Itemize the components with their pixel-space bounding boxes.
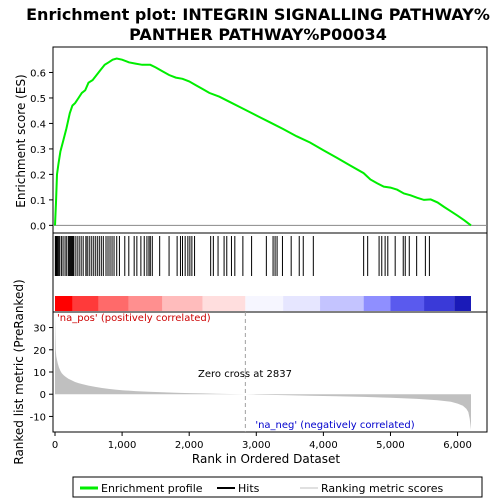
heat-bar-segment: [162, 296, 203, 311]
x-axis: 0 1,000 2,000 3,000 4,000 5,000 6,000: [52, 432, 472, 451]
heat-bar-segment: [320, 296, 364, 311]
metric-y-tick-label: 0: [40, 390, 46, 401]
legend-metric-label: Ranking metric scores: [321, 482, 443, 495]
y-axis-label-metric: Ranked list metric (PreRanked): [12, 279, 26, 464]
chart-title-line2: PANTHER PATHWAY%P00034: [129, 25, 387, 44]
metric-y-tick-label: 20: [33, 346, 46, 357]
es-panel: [52, 46, 488, 234]
pos-correlated-label: 'na_pos' (positively correlated): [57, 313, 211, 324]
x-tick-label: 6,000: [443, 440, 472, 451]
legend-box: [72, 476, 483, 498]
metric-y-tick-label: 30: [33, 324, 46, 335]
heat-bar-segment: [98, 296, 129, 311]
x-tick-label: 4,000: [309, 440, 338, 451]
heat-bar-segment: [454, 296, 471, 311]
es-y-tick-label: 0.4: [30, 119, 46, 130]
chart-title-line1: Enrichment plot: INTEGRIN SIGNALLING PAT…: [26, 5, 490, 24]
es-y-tick-label: 0.5: [30, 94, 46, 105]
y-axis-label-es: Enrichment score (ES): [14, 74, 28, 207]
es-y-tick-label: 0.6: [30, 68, 46, 79]
heat-bar-segment: [245, 296, 284, 311]
x-tick-label: 1,000: [108, 440, 137, 451]
x-tick-label: 3,000: [242, 440, 271, 451]
heat-bar-segment: [202, 296, 246, 311]
neg-correlated-label: 'na_neg' (negatively correlated): [255, 420, 414, 431]
es-y-tick-label: 0.3: [30, 145, 46, 156]
heat-bar-segment: [424, 296, 455, 311]
heat-bar-segment: [128, 296, 163, 311]
heat-bar-segment: [363, 296, 391, 311]
metric-panel: [52, 311, 488, 433]
heat-bar-segment: [55, 296, 73, 311]
x-tick-label: 0: [52, 440, 58, 451]
heat-bar-segment: [390, 296, 425, 311]
enrichment-profile-line: [54, 57, 472, 227]
legend-enrichment-label: Enrichment profile: [101, 482, 203, 495]
legend-hits-label: Hits: [238, 482, 260, 495]
metric-y-tick-label: -10: [30, 412, 46, 423]
hits-markers: [54, 236, 430, 276]
x-tick-label: 2,000: [175, 440, 204, 451]
x-axis-label: Rank in Ordered Dataset: [192, 452, 340, 466]
ranking-heat-bar: [55, 296, 471, 311]
metric-y-tick-label: 10: [33, 368, 46, 379]
x-tick-label: 5,000: [376, 440, 405, 451]
es-y-axis: 0.0 0.1 0.2 0.3 0.4 0.5 0.6: [30, 68, 53, 232]
heat-bar-segment: [283, 296, 321, 311]
es-y-tick-label: 0.1: [30, 196, 46, 207]
metric-y-axis: -10 0 10 20 30: [30, 324, 53, 423]
es-y-tick-label: 0.0: [30, 221, 46, 232]
heat-bar-segment: [72, 296, 99, 311]
zero-cross-label: Zero cross at 2837: [198, 369, 292, 380]
es-y-tick-label: 0.2: [30, 170, 46, 181]
